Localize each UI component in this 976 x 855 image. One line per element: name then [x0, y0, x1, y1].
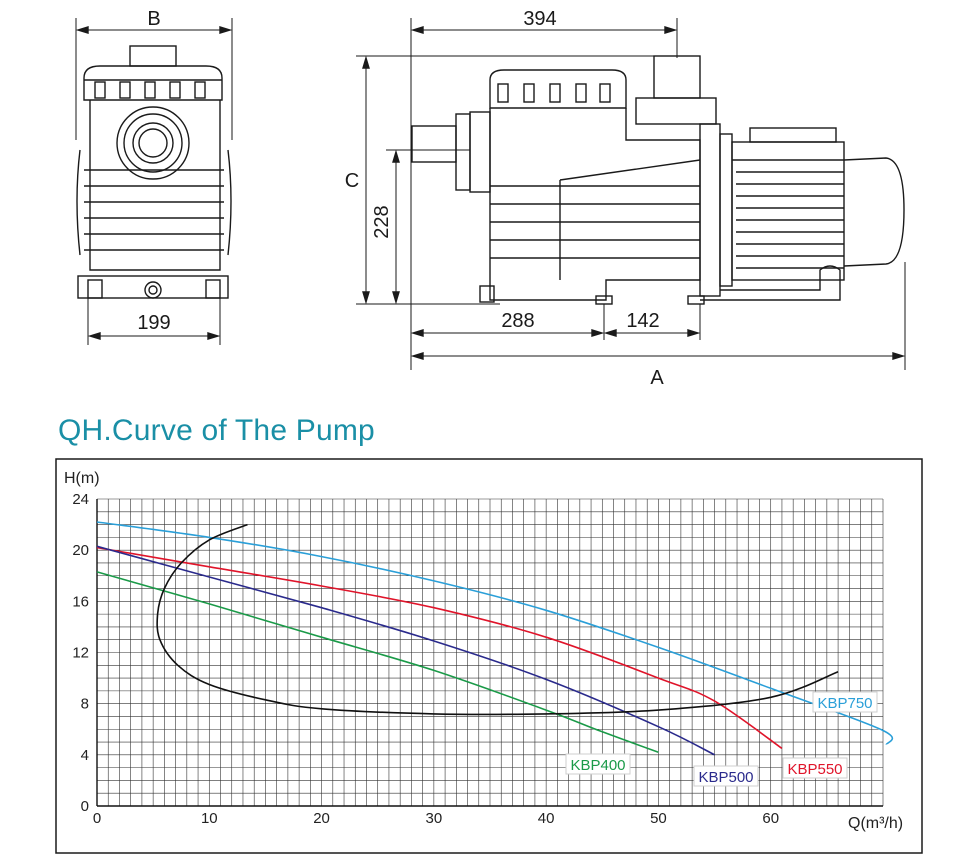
series-label-kbp500: KBP500	[698, 769, 753, 786]
pump-front-view	[75, 18, 233, 345]
y-tick-label: 12	[72, 645, 89, 662]
series-label-kbp400: KBP400	[570, 757, 625, 774]
series-label-kbp750: KBP750	[817, 695, 872, 712]
series-line-kbp500	[96, 545, 715, 756]
pump-dimension-drawing: B 199 394 C 228 288 142 A	[75, 8, 906, 389]
chart-axes	[96, 499, 883, 807]
series-label-box	[782, 757, 848, 779]
chart-frame	[55, 458, 923, 854]
dim-c-label: C	[345, 170, 359, 192]
x-tick-label: 40	[538, 810, 555, 827]
chart-grid	[96, 498, 884, 807]
x-tick-label: 20	[313, 810, 330, 827]
pump-side-view	[356, 18, 906, 370]
y-axis-label: H(m)	[64, 470, 100, 487]
dim-394-label: 394	[523, 8, 556, 30]
x-tick-label: 30	[426, 810, 443, 827]
x-tick-label: 0	[93, 810, 101, 827]
dim-a-label: A	[650, 367, 664, 389]
chart-title: QH.Curve of The Pump	[58, 414, 375, 447]
dim-b-label: B	[147, 8, 160, 30]
x-tick-label: 10	[201, 810, 218, 827]
dim-199-label: 199	[137, 312, 170, 334]
y-tick-label: 4	[81, 747, 89, 764]
dim-288-label: 288	[501, 310, 534, 332]
series-line-kbp750	[96, 521, 894, 746]
y-tick-label: 8	[81, 696, 89, 713]
y-tick-label: 20	[72, 542, 89, 559]
y-tick-label: 24	[72, 491, 89, 508]
series-label-box	[812, 691, 878, 713]
series-line-kbp400	[96, 571, 659, 754]
series-label-kbp550: KBP550	[787, 761, 842, 778]
series-label-box	[565, 753, 631, 775]
chart-tick-labels: 0 10 20 30 40 50 60 0 4 8 12 16 20 24	[72, 491, 779, 827]
x-axis-label: Q(m³/h)	[848, 815, 903, 832]
series-label-box	[693, 765, 759, 787]
x-tick-label: 60	[762, 810, 779, 827]
dim-228-label: 228	[371, 205, 393, 238]
chart-series-labels: KBP750 KBP550 KBP500 KBP400	[565, 691, 878, 787]
chart-curves	[96, 521, 894, 756]
y-tick-label: 16	[72, 593, 89, 610]
x-tick-label: 50	[650, 810, 667, 827]
y-tick-label: 0	[81, 798, 89, 815]
series-line-kbp550	[96, 546, 783, 750]
dim-142-label: 142	[626, 310, 659, 332]
series-line-efficiency	[156, 523, 839, 716]
